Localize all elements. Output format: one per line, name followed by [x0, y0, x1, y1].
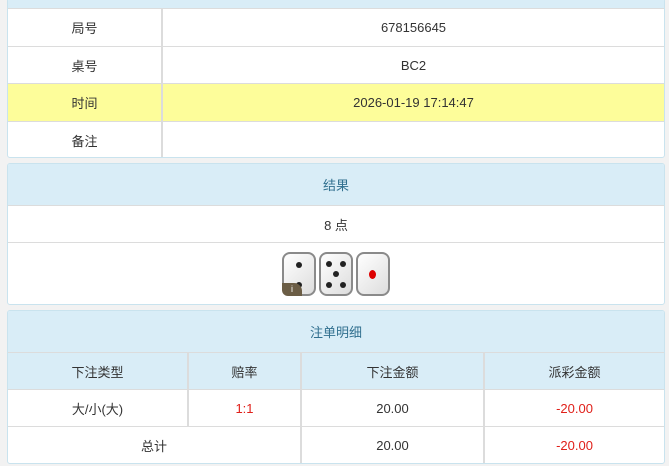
- info-row-table: 桌号 BC2: [8, 46, 664, 83]
- result-title: 结果: [8, 164, 664, 205]
- bet-details-panel: 注单明细 下注类型 赔率 下注金额 派彩金额 大/小(大) 1:1 20.00 …: [7, 310, 665, 464]
- info-row-time: 时间 2026-01-19 17:14:47: [8, 83, 664, 121]
- die-2: i: [282, 251, 316, 296]
- info-icon[interactable]: i: [282, 282, 302, 296]
- bets-title: 注单明细: [8, 311, 664, 352]
- total-payout: -20.00: [556, 437, 593, 453]
- total-label: 总计: [8, 427, 302, 463]
- label: 桌号: [8, 47, 163, 83]
- info-row-round: 局号 678156645: [8, 8, 664, 46]
- table-number: BC2: [400, 57, 427, 73]
- time-value: 2026-01-19 17:14:47: [353, 95, 474, 110]
- die-1: [356, 251, 390, 296]
- label: 备注: [8, 122, 163, 157]
- label: 时间: [8, 84, 163, 121]
- odds: 1:1: [189, 390, 302, 426]
- total-row: 总计 20.00 -20.00: [8, 426, 664, 463]
- payout: -20.00: [556, 400, 593, 416]
- result-points: 8 点: [8, 205, 664, 242]
- bet-type: 大/小(大): [8, 390, 189, 426]
- result-panel: 结果 8 点 i: [7, 163, 665, 305]
- dice-group: i: [282, 251, 390, 296]
- die-5: [319, 251, 353, 296]
- table-row: 大/小(大) 1:1 20.00 -20.00: [8, 389, 664, 426]
- col-odds: 赔率: [189, 353, 302, 389]
- col-bet-type: 下注类型: [8, 353, 189, 389]
- round-number: 678156645: [380, 20, 447, 35]
- bets-header-row: 下注类型 赔率 下注金额 派彩金额: [8, 352, 664, 389]
- info-row-remark: 备注: [8, 121, 664, 157]
- col-amount: 下注金额: [302, 353, 485, 389]
- col-payout: 派彩金额: [548, 364, 601, 380]
- label: 局号: [8, 9, 163, 46]
- total-amount: 20.00: [302, 427, 485, 463]
- bet-amount: 20.00: [302, 390, 485, 426]
- info-panel: 局号 678156645 桌号 BC2 时间 2026-01-19 17:14:47 …: [7, 0, 665, 158]
- remark-value: [163, 122, 664, 157]
